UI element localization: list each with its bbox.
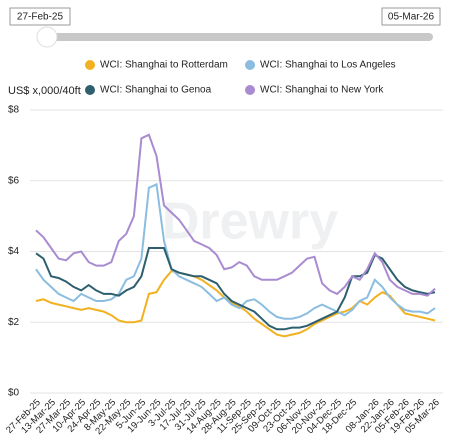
y-tick-label: $4 <box>8 246 20 257</box>
slider-end: 05-Mar-26 <box>388 12 435 23</box>
watermark: Drewry <box>162 193 338 251</box>
legend-swatch <box>85 60 95 70</box>
legend-swatch <box>245 85 255 95</box>
legend-swatch <box>85 85 95 95</box>
legend-label: WCI: Shanghai to Rotterdam <box>100 60 228 71</box>
y-axis-label: US$ x,000/40ft <box>8 85 81 97</box>
legend-label: WCI: Shanghai to New York <box>260 85 384 96</box>
slider-start: 27-Feb-25 <box>17 12 64 23</box>
y-tick-label: $2 <box>8 317 20 328</box>
legend-label: WCI: Shanghai to Genoa <box>100 85 212 96</box>
series-line <box>35 247 436 331</box>
series-line <box>35 182 436 320</box>
series-line <box>35 269 436 338</box>
slider-handle[interactable] <box>36 26 58 48</box>
series-line <box>35 133 436 297</box>
legend-label: WCI: Shanghai to Los Angeles <box>260 60 396 71</box>
slider-end-box <box>381 7 441 26</box>
legend-swatch <box>245 60 255 70</box>
slider-track[interactable] <box>40 33 433 41</box>
slider-start-box <box>9 7 71 26</box>
y-tick-label: $8 <box>8 105 20 116</box>
y-tick-label: $0 <box>8 388 20 399</box>
y-tick-label: $6 <box>8 175 20 186</box>
